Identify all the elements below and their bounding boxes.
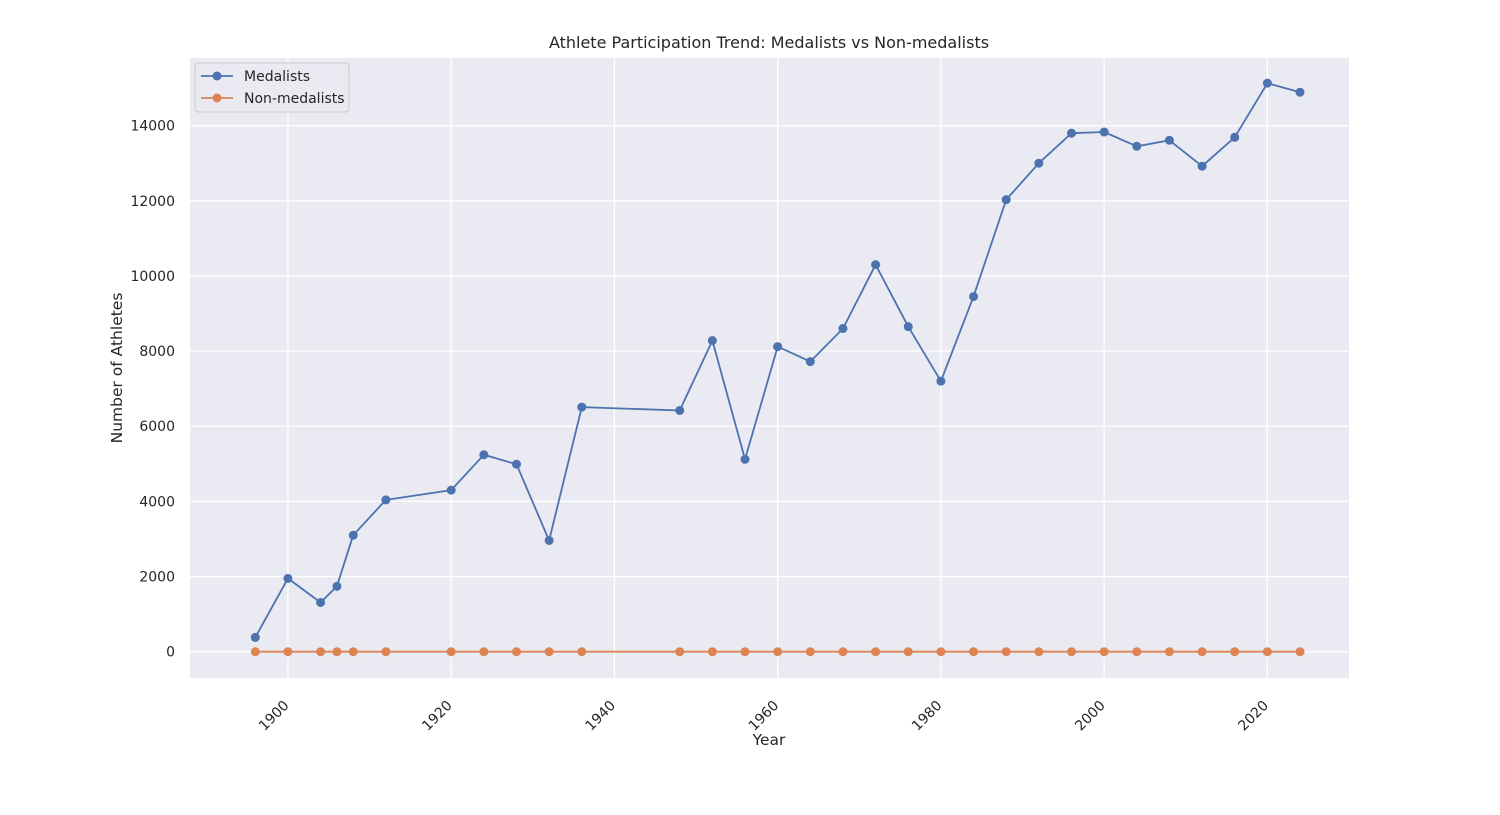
legend-marker-medalists [212, 71, 222, 81]
point-medalists-1972 [871, 260, 881, 270]
point-medalists-1984 [969, 292, 979, 302]
point-non-medalists-1924 [479, 647, 489, 657]
legend-box [194, 62, 350, 113]
point-non-medalists-1900 [283, 647, 293, 657]
x-tick-label-1960: 1960 [746, 698, 783, 735]
y-tick-label-10000: 10000 [130, 269, 175, 285]
point-medalists-1960 [773, 342, 783, 352]
point-medalists-1920 [446, 485, 456, 495]
point-medalists-1908 [348, 530, 358, 540]
point-non-medalists-1932 [544, 647, 554, 657]
point-non-medalists-2016 [1230, 647, 1240, 657]
point-non-medalists-1968 [838, 647, 848, 657]
x-tick-label-1980: 1980 [909, 698, 946, 735]
y-tick-label-4000: 4000 [139, 494, 175, 510]
point-non-medalists-1980 [936, 647, 946, 657]
point-medalists-2020 [1262, 78, 1272, 88]
legend: Medalists Non-medalists [194, 62, 350, 113]
legend-marker-non-medalists [212, 93, 222, 103]
point-non-medalists-1936 [577, 647, 587, 657]
point-non-medalists-2004 [1132, 647, 1142, 657]
point-non-medalists-2024 [1295, 647, 1305, 657]
point-medalists-1906 [332, 581, 342, 591]
x-axis-label: Year [752, 731, 786, 749]
x-tick-labels: 1900 1920 1940 1960 1980 2000 2020 [256, 698, 1272, 735]
legend-label-non-medalists: Non-medalists [244, 91, 345, 107]
y-tick-label-6000: 6000 [139, 419, 175, 435]
y-tick-label-14000: 14000 [130, 119, 175, 135]
point-non-medalists-1992 [1034, 647, 1044, 657]
x-tick-label-1920: 1920 [419, 698, 456, 735]
series-non-medalists [250, 647, 1305, 657]
point-non-medalists-1976 [903, 647, 913, 657]
y-tick-labels: 0 2000 4000 6000 8000 10000 12000 14000 [130, 119, 175, 661]
point-medalists-1956 [740, 454, 750, 464]
point-non-medalists-1906 [332, 647, 342, 657]
point-medalists-1936 [577, 402, 587, 412]
point-medalists-1928 [511, 459, 521, 469]
point-non-medalists-1920 [446, 647, 456, 657]
x-tick-label-1940: 1940 [582, 698, 619, 735]
y-tick-label-12000: 12000 [130, 194, 175, 210]
point-non-medalists-1896 [250, 647, 260, 657]
point-medalists-1976 [903, 322, 913, 332]
x-tick-label-2000: 2000 [1072, 698, 1109, 735]
point-medalists-1904 [316, 597, 326, 607]
point-non-medalists-2020 [1262, 647, 1272, 657]
point-non-medalists-2000 [1099, 647, 1109, 657]
point-non-medalists-1972 [871, 647, 881, 657]
point-medalists-2016 [1230, 132, 1240, 142]
point-non-medalists-1996 [1066, 647, 1076, 657]
point-non-medalists-1956 [740, 647, 750, 657]
plot-background [190, 58, 1349, 678]
series-medalists [250, 78, 1305, 642]
y-tick-label-0: 0 [166, 645, 175, 661]
point-non-medalists-1908 [348, 647, 358, 657]
grid-lines [190, 58, 1349, 678]
point-non-medalists-1964 [805, 647, 815, 657]
point-non-medalists-1988 [1001, 647, 1011, 657]
point-non-medalists-2012 [1197, 647, 1207, 657]
point-medalists-1932 [544, 535, 554, 545]
point-medalists-2004 [1132, 141, 1142, 151]
point-medalists-1964 [805, 357, 815, 367]
point-medalists-2008 [1164, 135, 1174, 145]
chart-title: Athlete Participation Trend: Medalists v… [549, 33, 989, 52]
legend-label-medalists: Medalists [244, 69, 310, 85]
point-medalists-1980 [936, 376, 946, 386]
point-medalists-1996 [1066, 128, 1076, 138]
point-medalists-2000 [1099, 127, 1109, 137]
point-medalists-1912 [381, 495, 391, 505]
point-non-medalists-1928 [511, 647, 521, 657]
series-layer [250, 78, 1305, 657]
point-non-medalists-1904 [316, 647, 326, 657]
point-medalists-1952 [707, 336, 717, 346]
point-medalists-1948 [675, 405, 685, 415]
point-non-medalists-1912 [381, 647, 391, 657]
point-non-medalists-1948 [675, 647, 685, 657]
x-tick-label-2020: 2020 [1235, 698, 1272, 735]
point-medalists-1992 [1034, 158, 1044, 168]
x-tick-label-1900: 1900 [256, 698, 293, 735]
point-medalists-2012 [1197, 161, 1207, 171]
point-non-medalists-1960 [773, 647, 783, 657]
y-axis-label: Number of Athletes [108, 293, 126, 444]
point-non-medalists-1984 [969, 647, 979, 657]
point-medalists-1896 [250, 632, 260, 642]
point-medalists-1900 [283, 573, 293, 583]
point-non-medalists-2008 [1164, 647, 1174, 657]
point-medalists-1988 [1001, 195, 1011, 205]
point-medalists-2024 [1295, 87, 1305, 97]
point-medalists-1968 [838, 324, 848, 334]
y-tick-label-2000: 2000 [139, 570, 175, 586]
point-non-medalists-1952 [707, 647, 717, 657]
point-medalists-1924 [479, 450, 489, 460]
y-tick-label-8000: 8000 [139, 344, 175, 360]
